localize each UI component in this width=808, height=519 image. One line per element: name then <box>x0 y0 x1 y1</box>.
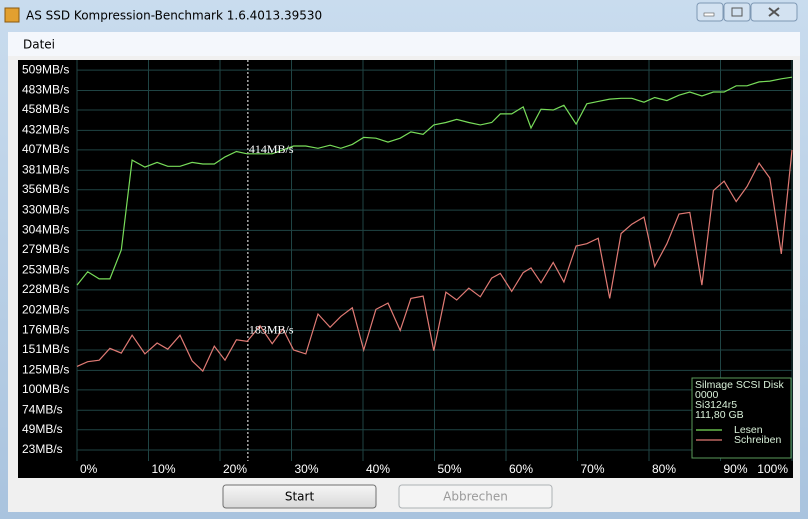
y-tick-label: 509MB/s <box>22 62 69 76</box>
maximize-button[interactable] <box>723 2 751 22</box>
annotation: 183MB/s <box>249 323 294 337</box>
y-tick-label: 100MB/s <box>22 382 69 396</box>
y-tick-label: 228MB/s <box>22 282 69 296</box>
x-tick-label: 50% <box>438 462 462 476</box>
button-label: Abbrechen <box>443 490 508 504</box>
y-tick-label: 49MB/s <box>22 422 63 436</box>
y-tick-label: 253MB/s <box>22 262 69 276</box>
y-tick-label: 23MB/s <box>22 442 63 456</box>
legend-label: Lesen <box>734 424 763 436</box>
maximize-icon <box>731 7 743 17</box>
start-button[interactable] <box>222 484 377 509</box>
x-tick-label: 60% <box>509 462 533 476</box>
minimize-icon <box>703 12 715 17</box>
x-tick-label: 40% <box>366 462 390 476</box>
y-tick-label: 458MB/s <box>22 102 69 116</box>
x-tick-label: 20% <box>223 462 247 476</box>
window-title: AS SSD Kompression-Benchmark 1.6.4013.39… <box>26 9 322 23</box>
y-tick-label: 356MB/s <box>22 182 69 196</box>
x-tick-label: 10% <box>152 462 176 476</box>
data-line <box>76 76 793 286</box>
x-tick-label: 0% <box>80 462 98 476</box>
y-tick-label: 381MB/s <box>22 162 69 176</box>
x-tick-label: 30% <box>295 462 319 476</box>
annotation: 414MB/s <box>249 142 294 156</box>
button-label[interactable]: Start <box>285 490 315 504</box>
chart-panel <box>18 60 793 478</box>
y-tick-label: 432MB/s <box>22 123 69 137</box>
app-icon <box>4 7 20 23</box>
info-box <box>691 377 792 459</box>
info-line: 111,80 GB <box>695 409 744 421</box>
info-line: Si3124r5 <box>695 399 737 411</box>
x-tick-label: 100% <box>757 462 788 476</box>
info-line: Silmage SCSI Disk <box>695 379 784 391</box>
y-tick-label: 304MB/s <box>22 223 69 237</box>
y-tick-label: 151MB/s <box>22 342 69 356</box>
menu-item[interactable]: Datei <box>23 38 55 52</box>
y-tick-label: 330MB/s <box>22 202 69 216</box>
legend-label: Schreiben <box>734 434 781 446</box>
window-controls[interactable] <box>696 2 798 22</box>
close-icon <box>768 7 780 17</box>
x-tick-label: 80% <box>652 462 676 476</box>
y-tick-label: 483MB/s <box>22 83 69 97</box>
chart: 23MB/s 49MB/s 74MB/s 100MB/s 125MB/s 151MB/s 1… <box>22 60 793 476</box>
y-tick-label: 125MB/s <box>22 362 69 376</box>
info-line: 0000 <box>695 389 719 401</box>
y-tick-label: 176MB/s <box>22 323 69 337</box>
x-tick-label: 70% <box>581 462 605 476</box>
y-tick-label: 74MB/s <box>22 402 63 416</box>
y-tick-label: 407MB/s <box>22 142 69 156</box>
minimize-button[interactable] <box>696 2 724 22</box>
cancel-button <box>398 484 553 509</box>
y-tick-label: 202MB/s <box>22 302 69 316</box>
menu-bar <box>8 32 800 56</box>
data-line <box>76 149 793 373</box>
y-tick-label: 279MB/s <box>22 242 69 256</box>
x-tick-label: 90% <box>724 462 748 476</box>
